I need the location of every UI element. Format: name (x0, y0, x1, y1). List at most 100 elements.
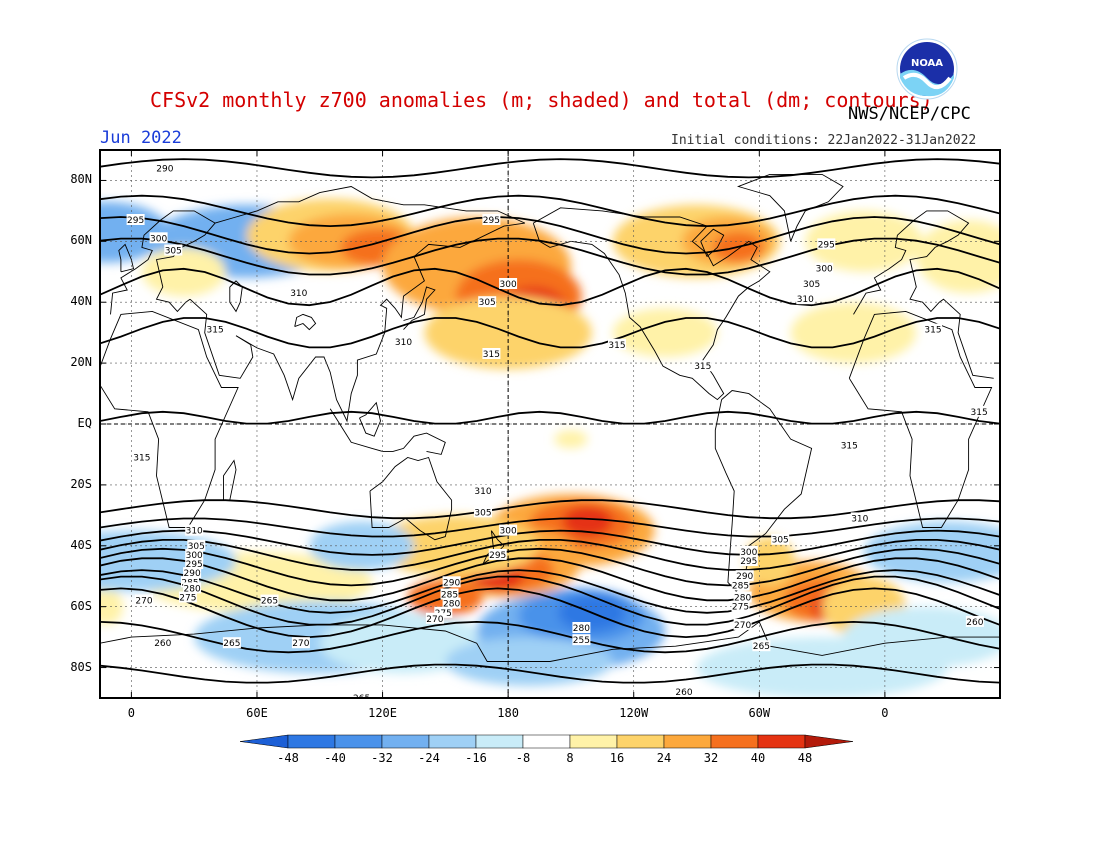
contour-label-text: 280 (573, 624, 590, 634)
height-contours (100, 158, 1000, 684)
coastline-australia (369, 456, 453, 541)
contour-label-text: 300 (816, 265, 833, 275)
contour-label-text: 305 (474, 508, 491, 518)
contour-label-text: 315 (924, 326, 941, 336)
contour-label-box (178, 591, 197, 603)
coastline-europe-right (853, 210, 994, 379)
lat-label: 20N (70, 355, 92, 370)
colorbar-label: 40 (750, 751, 766, 765)
colorbar-label: -32 (371, 751, 393, 765)
anomaly-patch (612, 308, 718, 358)
contour-label-box (499, 278, 518, 289)
contour-label-text: 290 (443, 578, 460, 588)
contour-label-box (135, 594, 153, 606)
colorbar-swatch (334, 734, 383, 749)
contour-label-text: 305 (803, 280, 820, 290)
contour-label-text: 300 (186, 551, 203, 561)
contour-label: 290 (183, 567, 202, 579)
contour-label: 310 (394, 335, 413, 348)
contour-label: 275 (178, 591, 197, 604)
contour-label-box (752, 640, 771, 652)
contour-label-text: 290 (184, 569, 201, 579)
contour-label-box (802, 278, 821, 289)
contour-label-box (731, 600, 750, 612)
contour-label-box (132, 451, 151, 463)
contour-label-box (440, 588, 459, 600)
contour-305-s (100, 517, 1000, 538)
contour-label: 305 (187, 539, 206, 552)
coastline-north-america (532, 207, 771, 401)
colorbar-swatch (522, 734, 571, 749)
contour-label: 265 (752, 640, 771, 652)
anomaly-patch (805, 210, 923, 272)
contour-label-text: 310 (186, 527, 203, 537)
contour-label: 300 (149, 232, 168, 244)
contour-290 (100, 158, 1000, 179)
contour-label: 280 (572, 622, 591, 634)
contour-label: 310 (474, 485, 492, 497)
contour-label-box (474, 485, 492, 496)
contour-label-text: 295 (186, 560, 203, 570)
contour-label-text: 255 (573, 636, 590, 646)
colorbar-label: 24 (656, 751, 672, 765)
contour-label: 315 (132, 451, 151, 464)
contour-label: 300 (185, 548, 204, 561)
colorbar-label: -24 (418, 751, 440, 765)
colorbar-arrow-right (804, 734, 854, 749)
lat-label: 20S (70, 476, 92, 491)
contour-label: 290 (442, 576, 461, 588)
contour-label: 305 (474, 506, 492, 518)
contour-label-box (815, 262, 834, 274)
colorbar-label: 32 (703, 751, 719, 765)
contour-label-box (675, 685, 693, 697)
contour-label-box (965, 615, 984, 627)
contour-label-box (771, 533, 790, 545)
colorbar-label: -48 (277, 751, 299, 765)
contour-label-text: 290 (736, 572, 753, 582)
contour-label-box (499, 524, 518, 536)
contour-label-box (693, 360, 712, 372)
contour-label-text: 270 (135, 597, 152, 607)
coastline-antarctica (100, 621, 1000, 662)
contour-label-box (924, 323, 942, 335)
anomaly-patch (141, 247, 226, 297)
colorbar-label: 16 (609, 751, 625, 765)
colorbar-swatch (287, 734, 336, 749)
contour-label-text: 270 (292, 639, 309, 649)
agency-label: NWS/NCEP/CPC (848, 104, 971, 124)
contour-label-box (155, 162, 174, 174)
contour-label-box (739, 555, 758, 566)
contour-label-text: 315 (608, 341, 625, 351)
lon-label: 60E (246, 706, 268, 720)
contour-label-text: 315 (483, 350, 500, 360)
contour-label-box (572, 634, 591, 646)
contour-label-box (185, 558, 204, 569)
contour-label-box (735, 570, 754, 582)
anomaly-patch (790, 302, 917, 364)
contour-label-text: 275 (179, 594, 196, 604)
contour-label-text: 275 (732, 603, 749, 613)
contour-label: 280 (733, 591, 752, 604)
colorbar-swatch (710, 734, 759, 749)
lon-label: 120W (619, 706, 649, 720)
contour-label-text: 270 (426, 615, 443, 625)
contour-label-box (222, 637, 241, 649)
anomaly-patch (100, 201, 170, 263)
axis-ticks (100, 150, 1000, 698)
contour-label-box (185, 548, 204, 560)
colorbar-arrow-left (239, 734, 289, 749)
contour-label: 265 (352, 692, 371, 698)
contour-label-text: 300 (500, 527, 517, 537)
contour-label: 255 (572, 634, 591, 646)
contour-label: 315 (840, 439, 859, 451)
contour-label: 315 (206, 323, 225, 336)
coastline-tibet-lakes (294, 313, 317, 331)
lon-label: 0 (881, 706, 889, 720)
contour-label-box (739, 545, 758, 557)
contour-300-s (100, 529, 1000, 556)
colorbar-swatch (381, 734, 430, 749)
colorbar-label: 48 (797, 751, 813, 765)
colorbar-swatch (475, 734, 524, 749)
contour-label-box (394, 335, 413, 347)
contour-label-box (733, 591, 752, 603)
